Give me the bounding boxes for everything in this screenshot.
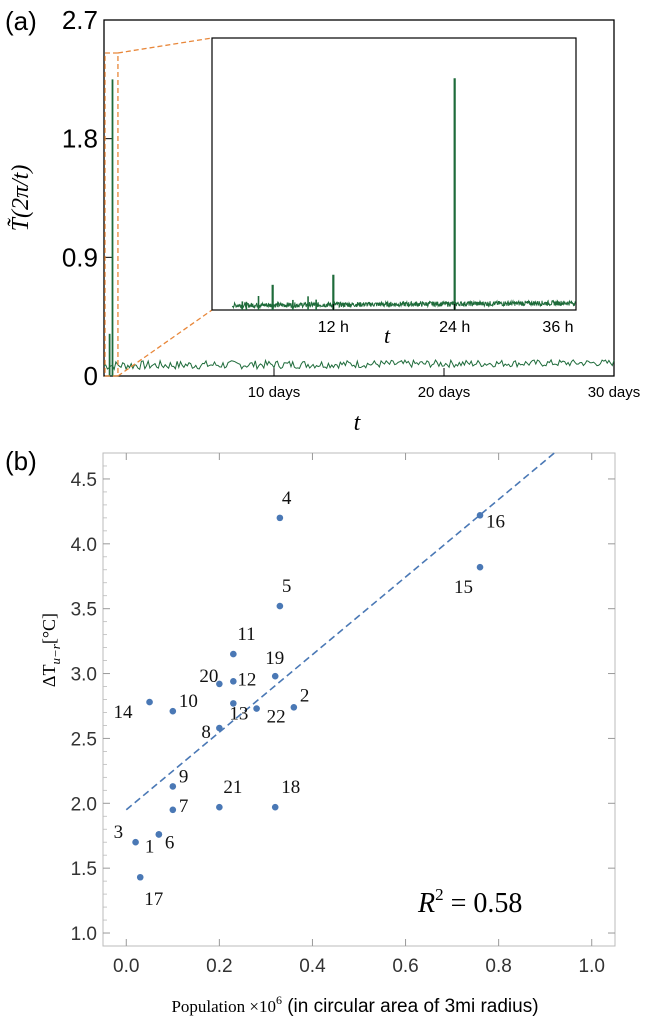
point-label: 16: [486, 511, 505, 532]
point-label: 9: [179, 766, 189, 787]
point-label: 19: [265, 648, 284, 669]
inset-x-tick-label: 36 h: [542, 319, 573, 336]
panel-a-frame: [103, 19, 615, 377]
point-label: 5: [282, 576, 292, 597]
scatter-point: [216, 680, 223, 688]
panel-a-label: (a): [5, 6, 37, 36]
y-tick-label: 3.0: [71, 665, 97, 686]
scatter-point: [290, 703, 298, 711]
point-label: 14: [114, 702, 134, 723]
fit-line: [125, 452, 555, 811]
scatter-point: [132, 838, 139, 846]
point-label: 4: [282, 488, 292, 509]
y-tick-label: 2.0: [71, 794, 97, 815]
point-label: 13: [229, 703, 248, 724]
point-label: 17: [144, 889, 163, 910]
y-tick-label: 1.0: [71, 924, 97, 945]
inset-frame: [211, 37, 577, 311]
scatter-point: [146, 698, 153, 706]
panel-a-series: [103, 79, 615, 376]
scatter-point: [216, 724, 223, 732]
panel-a-y-axis-label: T̃(2π/t): [7, 165, 34, 232]
scatter-point: [136, 873, 144, 881]
point-label: 8: [201, 722, 211, 743]
spectrum-line: [103, 358, 615, 371]
x-tick-label: 20 days: [418, 384, 471, 401]
panel-a-y-ticks: 2.7 1.8 0.9 0: [62, 5, 112, 391]
y-tick-label: 3.5: [71, 600, 97, 621]
x-tick-label: 0.4: [299, 956, 326, 977]
panel-b-y-ticks: 1.0 1.5 2.0 2.5 3.0 3.5 4.0 4.5: [71, 465, 615, 945]
point-label: 6: [165, 832, 175, 853]
scatter-point: [230, 650, 237, 658]
zoom-connector: [117, 37, 213, 54]
inset-x-axis-label: t: [384, 323, 391, 348]
point-label: 18: [281, 777, 300, 798]
y-tick-label: 0: [84, 361, 98, 391]
scatter-point: [276, 514, 284, 522]
x-tick-label: 10 days: [248, 384, 301, 401]
panel-b-y-axis-label: ΔTu−r[°C]: [39, 613, 63, 687]
point-label: 1: [145, 836, 155, 857]
zoom-connector: [117, 309, 213, 377]
point-label: 22: [267, 707, 286, 728]
point-label: 10: [179, 691, 198, 712]
panel-b-x-axis-label: Population ×106 (in circular area of 3mi…: [171, 993, 538, 1017]
x-tick-label: 30 days: [588, 384, 641, 401]
point-label: 3: [114, 822, 124, 843]
point-label: 7: [179, 796, 189, 817]
panel-a-x-ticks: 10 days 20 days 30 days: [248, 368, 641, 401]
y-tick-label: 1.5: [71, 859, 97, 880]
zoom-indicator: [104, 37, 213, 377]
r-squared-annotation: R2 = 0.58: [417, 885, 522, 919]
scatter-point: [271, 803, 279, 811]
scatter-point: [169, 707, 177, 715]
inset-x-tick-label: 24 h: [439, 319, 470, 336]
point-label: 11: [237, 624, 255, 645]
x-tick-label: 1.0: [579, 956, 605, 977]
point-label: 20: [199, 666, 218, 687]
panel-b: (b) 1.01.52.02.53.03.54.04.5 0.0 0.2 0.4 0.…: [5, 446, 616, 1017]
scatter-point: [169, 783, 177, 790]
x-tick-label: 0.2: [206, 956, 232, 977]
point-label: 15: [454, 577, 473, 598]
y-tick-label: 2.5: [71, 729, 97, 750]
point-label: 12: [237, 669, 256, 690]
scatter-point: [476, 563, 484, 571]
point-label: 21: [223, 777, 242, 798]
panel-b-x-ticks: 0.0 0.2 0.4 0.6 0.8 1.0: [113, 453, 605, 977]
panel-a-x-axis-label: t: [354, 410, 362, 436]
scatter-point: [155, 831, 163, 838]
panel-a: (a) 2.7 1.8 0.9 0 10 days 20 days 30 days T̃(…: [5, 5, 640, 436]
x-tick-label: 0.0: [113, 956, 139, 977]
y-tick-label: 4.0: [71, 535, 97, 556]
scatter-point: [169, 806, 177, 814]
point-label: 2: [300, 685, 310, 706]
inset-plot: 12 h 24 h 36 h t: [211, 37, 577, 348]
scatter-point: [476, 511, 484, 519]
x-tick-label: 0.8: [485, 956, 511, 977]
panel-b-label: (b): [5, 446, 37, 476]
inset-x-tick-label: 12 h: [318, 319, 349, 336]
y-tick-label: 1.8: [62, 124, 98, 154]
regression-line: [125, 452, 555, 811]
x-tick-label: 0.6: [392, 956, 418, 977]
scatter-point: [276, 602, 284, 610]
y-tick-label: 4.5: [71, 470, 97, 491]
scatter-point: [271, 672, 279, 680]
scatter-point: [253, 705, 260, 712]
inset-series: [231, 78, 577, 310]
y-tick-label: 0.9: [62, 242, 98, 272]
scatter-point: [230, 678, 237, 685]
inset-x-ticks: 12 h 24 h 36 h: [318, 304, 577, 336]
inset-spectrum-line: [231, 299, 577, 310]
scatter-point: [216, 803, 223, 811]
zoom-box: [104, 52, 119, 377]
scatter-point: [230, 700, 237, 707]
y-tick-label: 2.7: [62, 5, 98, 35]
